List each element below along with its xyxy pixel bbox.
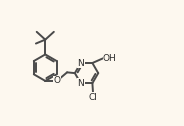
- Text: Cl: Cl: [89, 93, 98, 102]
- Text: N: N: [77, 58, 84, 68]
- Text: O: O: [54, 76, 61, 85]
- Text: OH: OH: [103, 54, 117, 63]
- Text: N: N: [77, 79, 84, 88]
